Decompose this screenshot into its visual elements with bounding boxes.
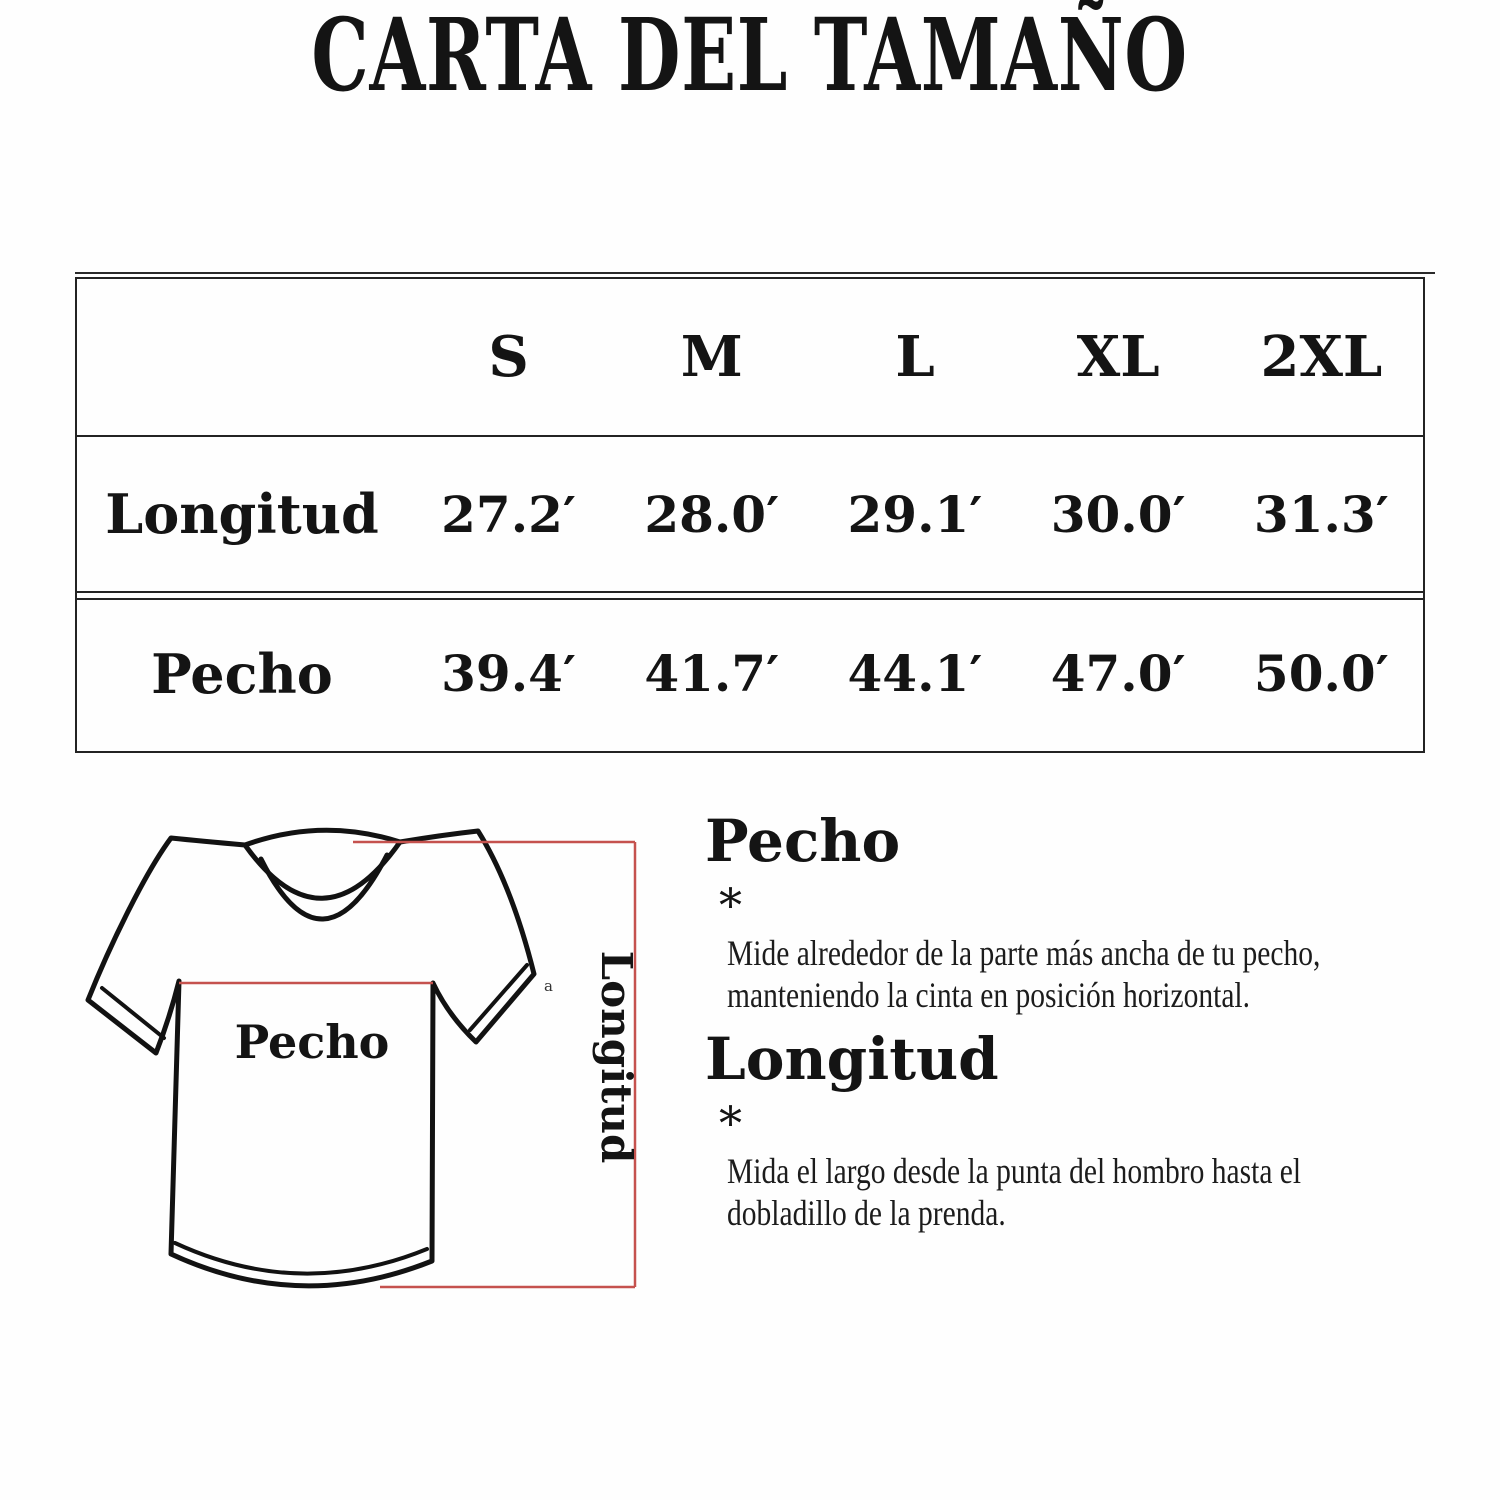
col-header-l: L xyxy=(895,324,935,390)
pecho-l: 44.1′ xyxy=(847,644,983,703)
right-cuff-line xyxy=(468,963,529,1032)
longitud-s: 27.2′ xyxy=(441,484,577,544)
measurement-notes: Pecho * Mide alrededor de la parte más a… xyxy=(705,812,1465,1234)
collar xyxy=(242,839,403,922)
stray-mark: a xyxy=(544,977,553,995)
table-row-pecho: Pecho 39.4′ 41.7′ 44.1′ 47.0′ 50.0′ xyxy=(77,598,1423,747)
size-table: S M L XL 2XL Longitud 27.2′ 28.0′ 29.1′ … xyxy=(75,272,1435,753)
note-text-longitud: Mida el largo desde la punta del hombro … xyxy=(727,1151,1302,1234)
page-title: CARTA DEL TAMAÑO xyxy=(0,0,1500,110)
length-line-label: Longitud xyxy=(592,951,641,1164)
row-label-longitud: Longitud xyxy=(105,482,379,546)
asterisk-marker: * xyxy=(719,1096,742,1151)
asterisk-marker: * xyxy=(719,878,742,932)
note-heading-pecho: Pecho xyxy=(705,807,901,875)
col-header-m: M xyxy=(680,324,743,390)
corner-cell xyxy=(77,279,407,435)
longitud-2xl: 31.3′ xyxy=(1253,484,1389,544)
tshirt-measurement-diagram: Pecho Longitud a xyxy=(85,827,641,1289)
pecho-s: 39.4′ xyxy=(441,644,577,703)
tshirt-outline xyxy=(85,827,537,1289)
longitud-l: 29.1′ xyxy=(847,484,983,544)
longitud-m: 28.0′ xyxy=(644,484,780,544)
note-heading-longitud: Longitud xyxy=(705,1025,999,1094)
col-header-s: S xyxy=(488,324,529,390)
chest-line-label: Pecho xyxy=(235,1015,390,1069)
col-header-xl: XL xyxy=(1076,324,1160,390)
pecho-m: 41.7′ xyxy=(644,644,780,703)
size-table-header-row: S M L XL 2XL xyxy=(77,279,1423,437)
left-cuff-line xyxy=(100,986,166,1040)
hem-line xyxy=(173,1241,429,1276)
table-row-longitud: Longitud 27.2′ 28.0′ 29.1′ 30.0′ 31.3′ xyxy=(77,437,1423,593)
pecho-2xl: 50.0′ xyxy=(1253,644,1389,703)
row-label-pecho: Pecho xyxy=(151,641,333,706)
col-header-2xl: 2XL xyxy=(1260,324,1383,390)
pecho-xl: 47.0′ xyxy=(1050,644,1186,703)
note-text-pecho: Mide alrededor de la parte más ancha de … xyxy=(727,933,1321,1016)
length-measure-rectangle xyxy=(380,842,637,1289)
page-title-text: CARTA DEL TAMAÑO xyxy=(311,0,1189,114)
longitud-xl: 30.0′ xyxy=(1050,484,1186,544)
